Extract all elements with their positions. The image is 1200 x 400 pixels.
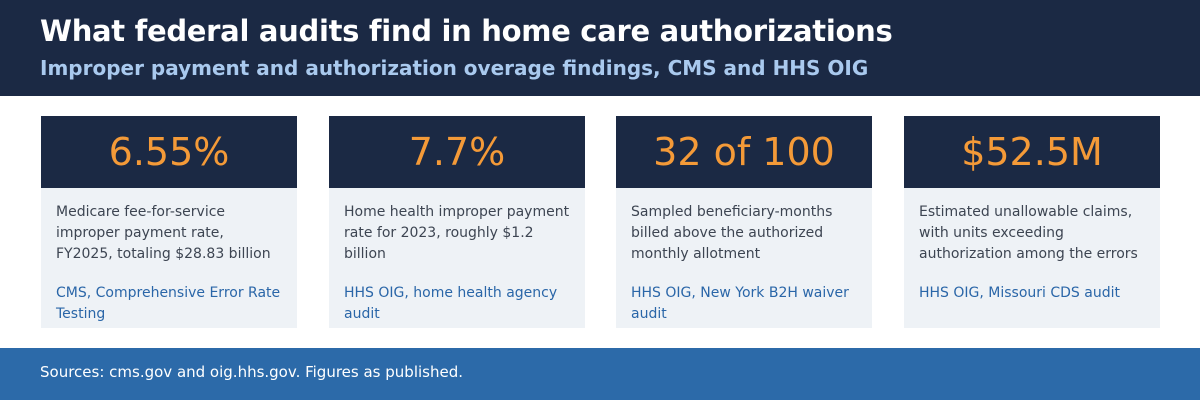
- stat-description: Sampled beneficiary-months billed above …: [631, 204, 833, 262]
- stat-source: HHS OIG, home health agency audit: [344, 285, 558, 322]
- stat-card: 7.7% Home health improper payment rate fo…: [329, 116, 585, 328]
- stat-value: 6.55%: [41, 116, 297, 188]
- stat-value: $52.5M: [904, 116, 1160, 188]
- footer-text: Sources: cms.gov and oig.hhs.gov. Figure…: [40, 363, 463, 381]
- stat-card: $52.5M Estimated unallowable claims, with…: [904, 116, 1160, 328]
- stat-description: Medicare fee-for-service improper paymen…: [56, 204, 271, 262]
- stat-description: Home health improper payment rate for 20…: [344, 204, 570, 262]
- stat-source: HHS OIG, Missouri CDS audit: [919, 285, 1120, 301]
- stat-value: 32 of 100: [616, 116, 872, 188]
- stat-description: Estimated unallowable claims, with units…: [919, 204, 1138, 262]
- subtitle: Improper payment and authorization overa…: [40, 56, 869, 80]
- footer: Sources: cms.gov and oig.hhs.gov. Figure…: [0, 348, 1200, 400]
- header: What federal audits find in home care au…: [0, 0, 1200, 96]
- stat-card: 6.55% Medicare fee-for-service improper p…: [41, 116, 297, 328]
- stat-source: CMS, Comprehensive Error Rate Testing: [56, 285, 281, 322]
- stat-value: 7.7%: [329, 116, 585, 188]
- title: What federal audits find in home care au…: [40, 14, 893, 48]
- stat-card: 32 of 100 Sampled beneficiary-months bill…: [616, 116, 872, 328]
- stat-source: HHS OIG, New York B2H waiver audit: [631, 285, 849, 322]
